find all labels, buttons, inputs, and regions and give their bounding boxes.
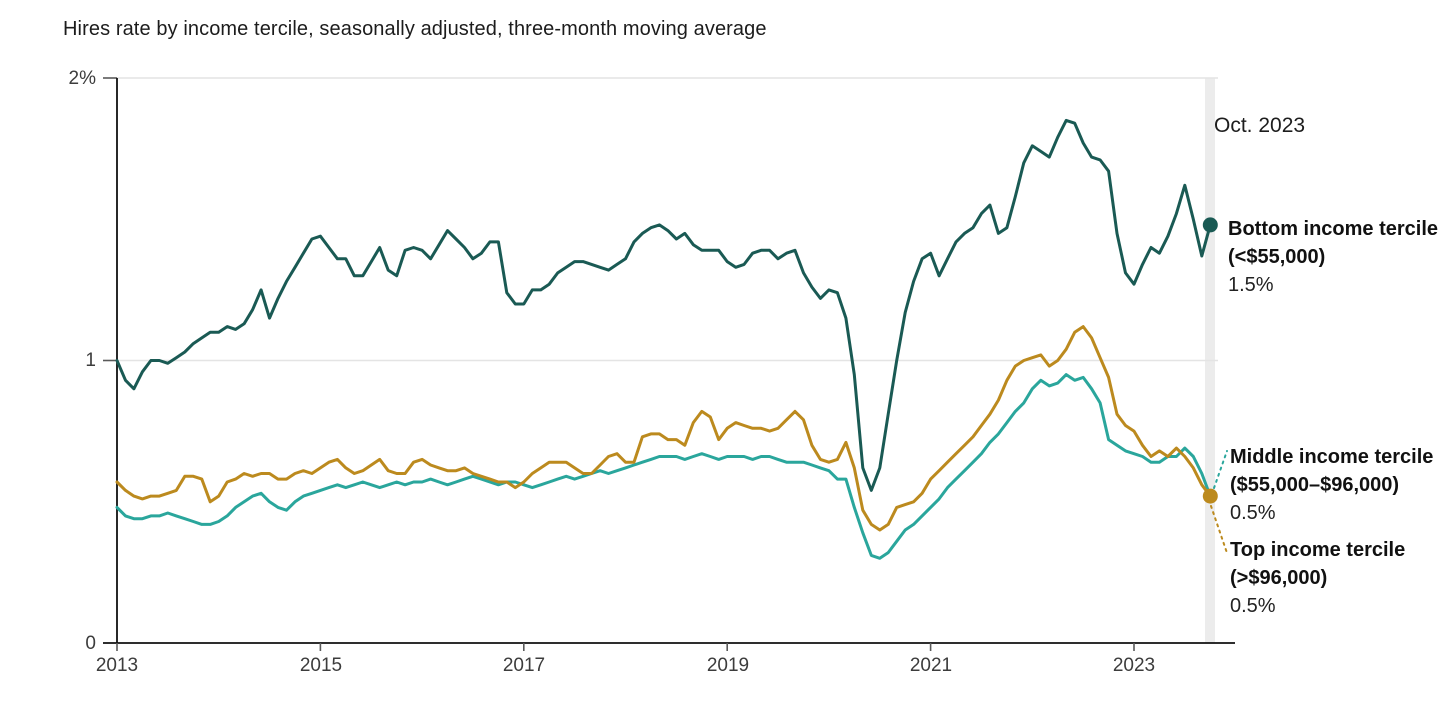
xtick-label-2023: 2023	[1112, 655, 1156, 676]
top-tercile-name: Top income tercile	[1230, 539, 1406, 561]
top-tercile-label-connector	[1210, 505, 1228, 554]
top-tercile-range: (>$96,000)	[1230, 567, 1328, 589]
series-end-dots	[1202, 217, 1218, 504]
top-tercile-value: 0.5%	[1230, 595, 1276, 617]
end-dot-top-tercile	[1202, 488, 1218, 504]
series-line-bottom-tercile	[115, 118, 1212, 492]
bottom-tercile-range: (<$55,000)	[1228, 246, 1326, 268]
xtick-label-2015: 2015	[299, 655, 343, 676]
series-lines	[115, 118, 1212, 560]
ytick-label-1: 1	[85, 350, 96, 371]
bottom-tercile-name: Bottom income tercile	[1228, 218, 1439, 240]
xtick-label-2017: 2017	[502, 655, 546, 676]
x-axis-tick-marks	[116, 643, 1135, 651]
xtick-label-2021: 2021	[909, 655, 953, 676]
middle-tercile-value: 0.5%	[1230, 502, 1276, 524]
xtick-label-2019: 2019	[706, 655, 750, 676]
bottom-tercile-annotation: Bottom income tercile (<$55,000) 1.5%	[1228, 215, 1438, 299]
ytick-label-2pct: 2%	[68, 68, 96, 89]
middle-tercile-name: Middle income tercile	[1230, 446, 1434, 468]
ytick-label-0: 0	[85, 633, 96, 654]
bottom-tercile-value: 1.5%	[1228, 274, 1274, 296]
chart-title: Hires rate by income tercile, seasonally…	[63, 18, 767, 40]
series-line-top-tercile	[115, 325, 1212, 532]
series-line-middle-tercile	[115, 373, 1212, 560]
middle-tercile-annotation: Middle income tercile ($55,000–$96,000) …	[1230, 443, 1433, 527]
xtick-label-2013: 2013	[95, 655, 139, 676]
latest-month-label: Oct. 2023	[1214, 114, 1306, 137]
middle-tercile-range: ($55,000–$96,000)	[1230, 474, 1400, 496]
top-tercile-annotation: Top income tercile (>$96,000) 0.5%	[1230, 536, 1405, 620]
end-dot-bottom-tercile	[1202, 217, 1218, 233]
middle-tercile-label-connector	[1213, 450, 1228, 489]
